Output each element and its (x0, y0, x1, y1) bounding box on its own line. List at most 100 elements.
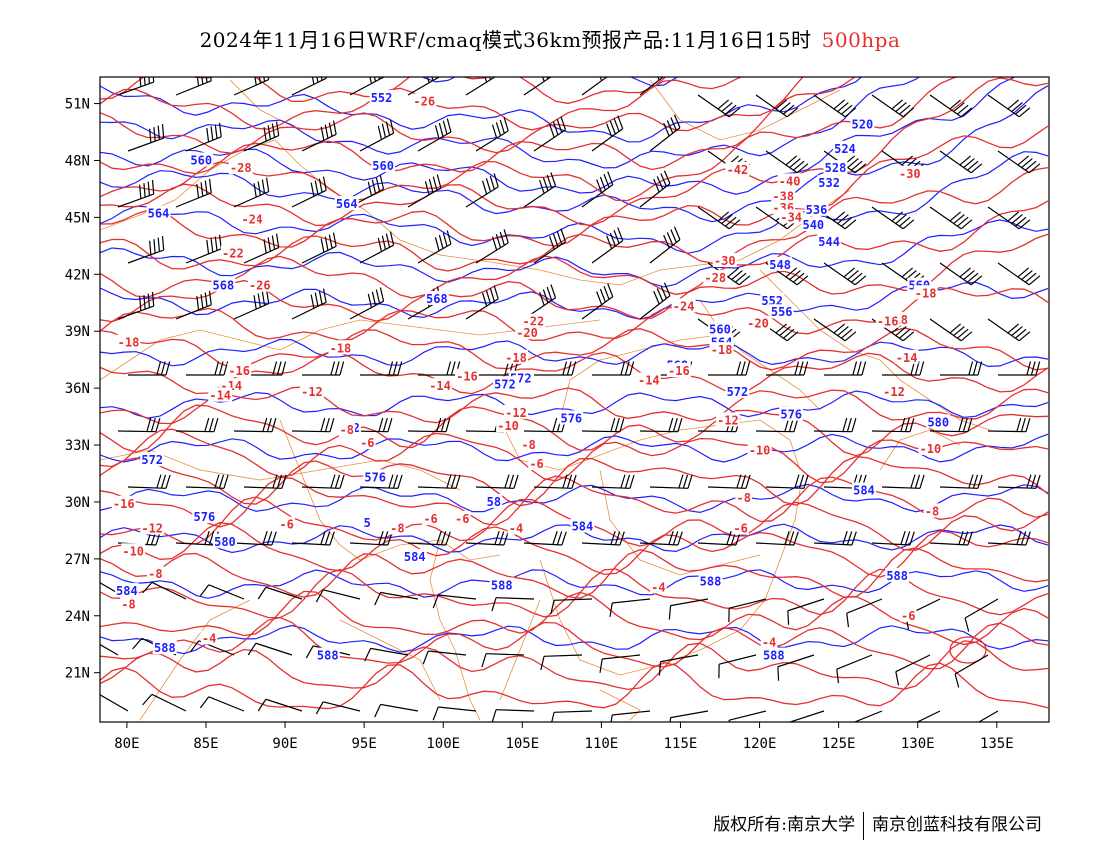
height-contour-label-bg (769, 304, 794, 319)
height-contour-label: 588 (886, 569, 908, 583)
wind-barb (257, 698, 303, 712)
temperature-contour-label: -18 (711, 343, 733, 357)
height-contour-label: 568 (426, 292, 448, 306)
height-contour-label-bg (698, 573, 723, 588)
wind-barb (592, 361, 635, 376)
temperature-contour-label: -28 (230, 161, 252, 175)
temperature-contour-label-bg (359, 435, 376, 450)
wind-barb (349, 531, 393, 546)
temperature-contour-label-bg (732, 520, 749, 535)
temperature-contour-label: -8 (148, 567, 162, 581)
wind-barb (788, 710, 825, 722)
temperature-contour-label-bg (671, 298, 696, 313)
temperature-contour-label: -8 (340, 423, 354, 437)
wind-barb (491, 597, 535, 612)
wind-barb (418, 361, 461, 376)
height-contour-label-bg (146, 205, 171, 220)
wind-barb (939, 150, 983, 174)
wind-barb (591, 474, 635, 489)
wind-barb (718, 654, 757, 679)
temperature-contour-line (100, 327, 1049, 371)
height-contour-label: 532 (818, 176, 840, 190)
y-tick-label: 36N (65, 381, 90, 397)
height-contour-label: 552 (371, 91, 393, 105)
temperature-contour-label: -12 (717, 413, 739, 427)
height-contour-label-bg (140, 452, 165, 467)
temperature-contour-label: -4 (762, 635, 776, 649)
wind-barb (533, 228, 567, 264)
height-contour-line (100, 85, 1049, 223)
wind-barb (846, 598, 883, 628)
wind-barb (929, 531, 973, 546)
wind-barb (233, 531, 277, 546)
copyright-owner: 版权所有:南京大学 (713, 815, 855, 835)
wind-barb (422, 650, 467, 665)
wind-barb (301, 474, 345, 489)
temperature-contour-line (100, 404, 1049, 457)
boundary-line (879, 429, 961, 471)
temperature-contour-label-bg (140, 520, 165, 535)
wind-barb (301, 232, 337, 264)
temperature-contour-label-bg (428, 378, 453, 393)
wind-barb (871, 94, 915, 118)
wind-barb (813, 318, 857, 342)
wind-barb (599, 654, 641, 673)
wind-barb (257, 586, 303, 600)
wind-barb (117, 180, 155, 208)
height-contour-label: 556 (771, 305, 793, 319)
height-contour-label-bg (492, 376, 517, 391)
wind-barb (707, 474, 751, 489)
height-contour-label-bg (152, 640, 177, 655)
wind-barb (199, 584, 245, 600)
temperature-contour-label-bg (496, 418, 521, 433)
wind-barb (929, 206, 973, 230)
wind-barb (233, 417, 277, 433)
x-tick-label: 130E (901, 736, 935, 752)
wind-barb (639, 282, 671, 320)
temperature-contour-label: -6 (360, 436, 374, 450)
wind-barb (233, 77, 270, 96)
wind-barb (551, 710, 593, 722)
wind-barb (765, 474, 809, 489)
wind-barb (117, 417, 161, 433)
height-contour-label-bg (211, 277, 236, 292)
height-contour-label: 588 (700, 575, 722, 589)
wind-barb (233, 177, 270, 208)
temperature-contour-label-bg (913, 285, 938, 300)
temperature-contour-label: -30 (899, 167, 921, 181)
wind-barb (591, 115, 624, 152)
wind-barb (175, 417, 219, 433)
wind-barb (823, 262, 867, 286)
temperature-contours (100, 77, 1049, 710)
temperature-contour-line (100, 661, 1049, 710)
height-contour-line (100, 77, 863, 143)
wind-barb (185, 234, 222, 264)
height-contour-label: 2 (353, 421, 360, 435)
temperature-contour-label-bg (715, 412, 740, 427)
wind-barb (755, 94, 799, 118)
height-contour-label-bg (570, 518, 595, 533)
wind-barb (823, 150, 867, 174)
boundary-line (499, 599, 541, 701)
wind-barb (581, 171, 614, 208)
wind-barb (929, 94, 973, 118)
wind-barb (117, 292, 155, 320)
wind-barb (728, 598, 767, 623)
height-contour-label: 572 (494, 377, 516, 391)
wind-barb (581, 77, 608, 96)
wind-barb (639, 531, 683, 546)
wind-barb (765, 150, 809, 174)
height-contour-label: 572 (141, 453, 163, 467)
height-contour-label: 544 (818, 235, 840, 249)
wind-barb (407, 174, 442, 208)
temperature-contour-line (100, 125, 1049, 248)
temperature-contour-label: -12 (301, 385, 323, 399)
height-contour-label-bg (850, 116, 875, 131)
height-contour-label: 5 (364, 516, 371, 530)
wind-barb (243, 474, 287, 489)
temperature-contour-label: -16 (877, 315, 899, 329)
wind-barb (997, 474, 1041, 489)
height-contour-label: 584 (404, 550, 426, 564)
temperature-contour-label-bg (278, 516, 295, 531)
temperature-contour-label-bg (228, 160, 253, 175)
